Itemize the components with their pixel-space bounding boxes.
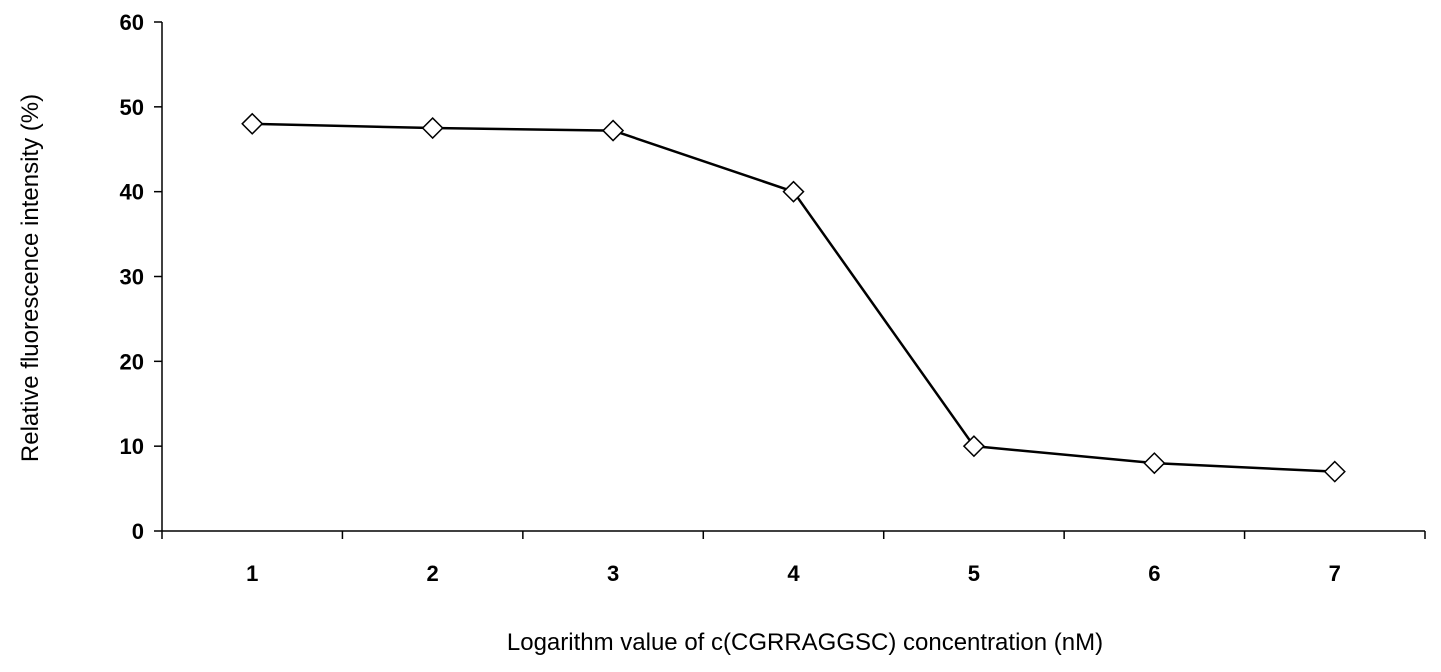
data-point-marker (241, 112, 264, 135)
y-tick-label: 0 (132, 519, 144, 544)
data-point-marker (1323, 460, 1346, 483)
data-point-marker (1143, 452, 1166, 475)
x-tick-label: 2 (427, 561, 439, 586)
y-tick-label: 20 (120, 349, 144, 374)
x-tick-label: 4 (787, 561, 800, 586)
y-tick-label: 30 (120, 265, 144, 290)
x-axis-title: Logarithm value of c(CGRRAGGSC) concentr… (507, 629, 1103, 656)
y-tick-label: 60 (120, 10, 144, 35)
y-axis-title: Relative fluorescence intensity (%) (17, 94, 44, 462)
x-tick-label: 3 (607, 561, 619, 586)
series-line (252, 122, 1335, 473)
x-tick-label: 6 (1148, 561, 1160, 586)
x-tick-label: 5 (968, 561, 980, 586)
y-tick-label: 50 (120, 95, 144, 120)
y-tick-label: 40 (120, 180, 144, 205)
y-tick-label: 10 (120, 434, 144, 459)
data-point-marker (962, 435, 985, 458)
x-tick-label: 1 (246, 561, 258, 586)
x-tick-label: 7 (1329, 561, 1341, 586)
plot-area: 0 10 20 30 40 50 60 1 2 3 4 5 6 7 (120, 10, 1426, 586)
data-point-marker (421, 116, 444, 140)
data-point-marker (602, 119, 625, 142)
data-point-marker (782, 180, 805, 203)
